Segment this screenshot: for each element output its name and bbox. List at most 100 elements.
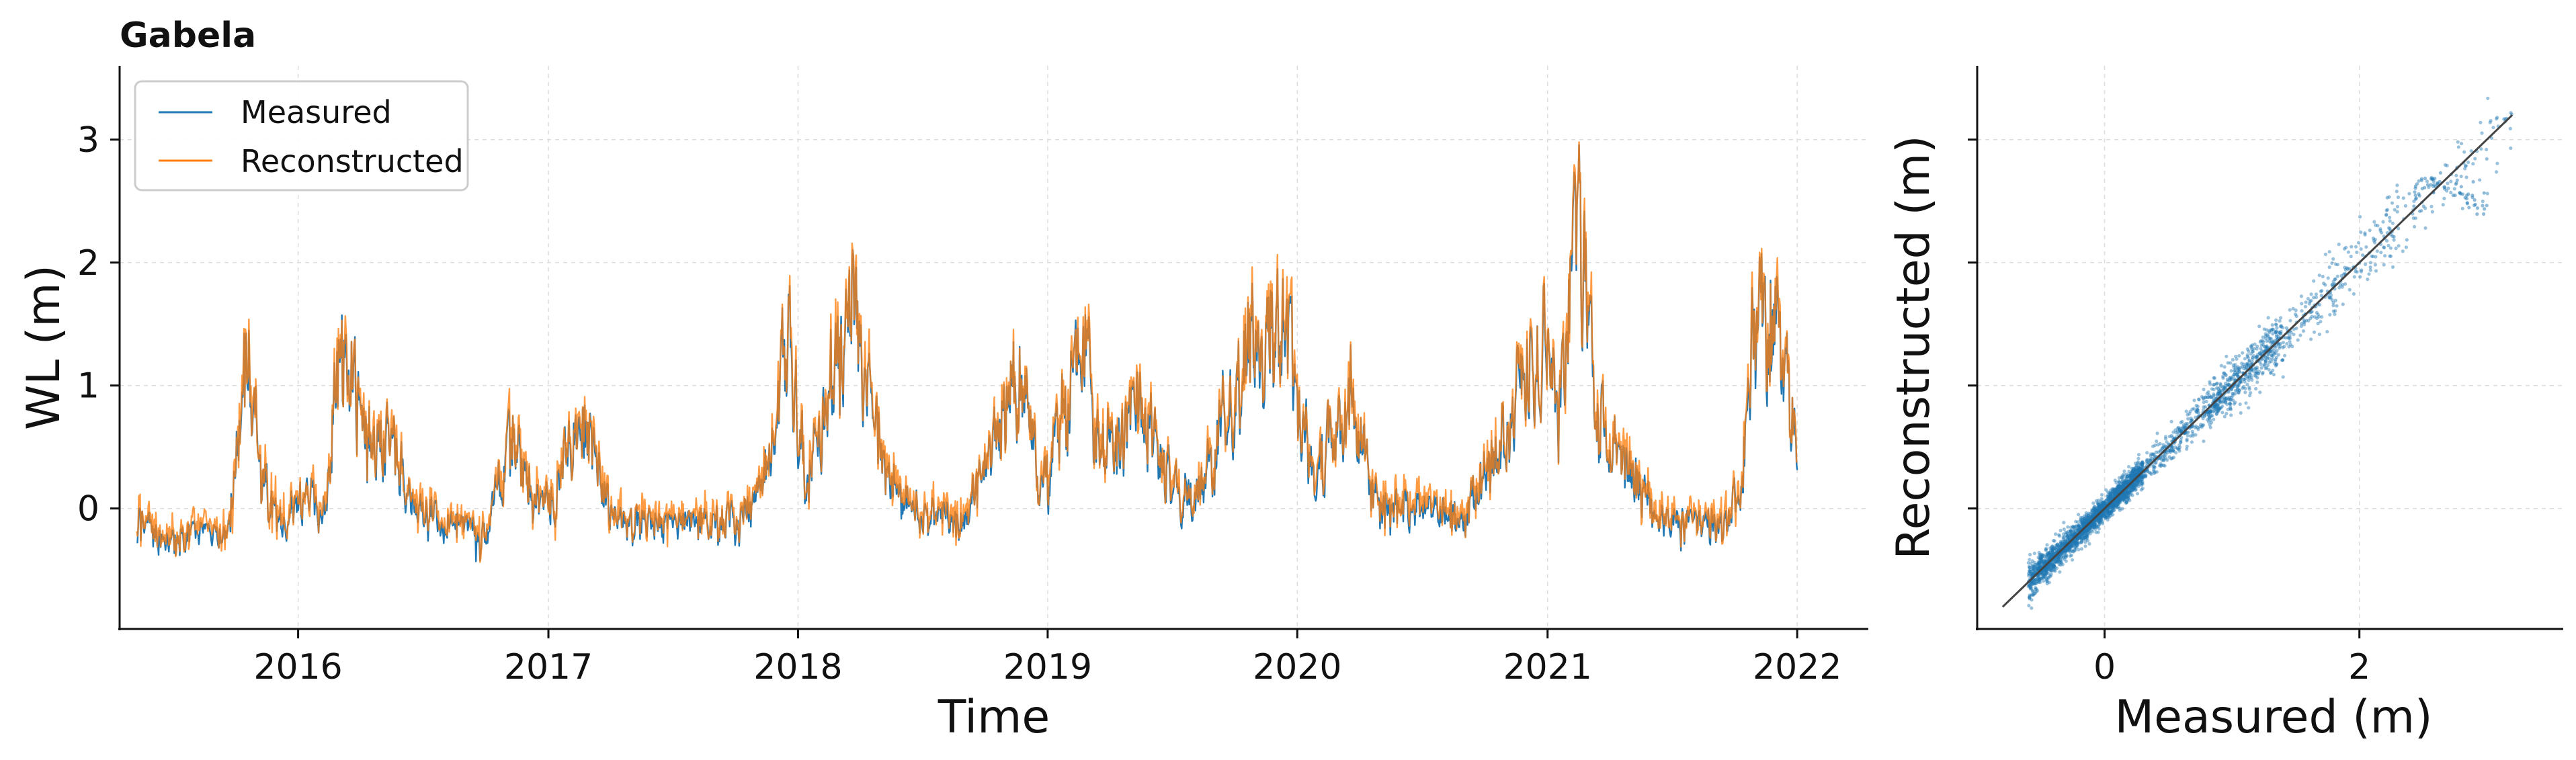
- scatter-point: [2109, 491, 2113, 495]
- scatter-point: [2413, 216, 2418, 220]
- scatter-point: [2111, 491, 2115, 496]
- scatter-point: [2423, 185, 2427, 189]
- scatter-point: [2108, 492, 2112, 496]
- scatter-point: [2083, 516, 2087, 520]
- scatter-x-tick-label: 0: [2093, 647, 2116, 687]
- scatter-point: [2232, 402, 2236, 406]
- scatter-point: [2069, 533, 2073, 537]
- scatter-point: [2429, 183, 2433, 187]
- scatter-point: [2114, 480, 2118, 485]
- scatter-point: [2212, 376, 2216, 380]
- scatter-point: [2082, 517, 2086, 521]
- scatter-point: [2076, 541, 2080, 545]
- scatter-point: [2166, 448, 2170, 452]
- scatter-point: [2152, 467, 2156, 472]
- scatter-point: [2246, 355, 2250, 360]
- scatter-point: [2223, 400, 2227, 405]
- scatter-point: [2067, 548, 2071, 552]
- scatter-point: [2423, 226, 2427, 230]
- scatter-point: [2262, 364, 2266, 368]
- scatter-point: [2110, 487, 2114, 491]
- scatter-point: [2097, 519, 2101, 523]
- scatter-point: [2278, 331, 2282, 335]
- scatter-point: [2077, 548, 2081, 552]
- scatter-point: [2182, 424, 2186, 429]
- scatter-point: [2118, 495, 2122, 499]
- scatter-point: [2328, 312, 2332, 316]
- scatter-point: [2079, 533, 2083, 537]
- scatter-point: [2054, 559, 2058, 563]
- scatter-point: [2077, 525, 2081, 530]
- scatter-point: [2052, 565, 2056, 569]
- scatter-point: [2114, 490, 2118, 495]
- scatter-point: [2456, 145, 2460, 149]
- scatter-point: [2181, 426, 2185, 430]
- scatter-point: [2104, 510, 2108, 514]
- scatter-point: [2078, 535, 2082, 539]
- scatter-point: [2147, 461, 2151, 465]
- scatter-point: [2263, 357, 2267, 362]
- scatter-point: [2263, 361, 2268, 365]
- scatter-point: [2459, 142, 2464, 146]
- scatter-point: [2112, 490, 2116, 494]
- scatter-point: [2038, 572, 2042, 577]
- scatter-point: [2083, 522, 2087, 526]
- scatter-point: [2137, 478, 2141, 482]
- scatter-point: [2223, 396, 2227, 401]
- scatter-point: [2038, 552, 2043, 556]
- scatter-point: [2206, 396, 2210, 400]
- scatter-point: [2169, 433, 2173, 438]
- scatter-point: [2238, 380, 2243, 384]
- scatter-point: [2056, 542, 2060, 546]
- scatter-point: [2466, 160, 2470, 165]
- scatter-point: [2110, 493, 2114, 497]
- scatter-point: [2197, 397, 2201, 401]
- scatter-point: [2050, 566, 2054, 570]
- scatter-point: [2056, 544, 2060, 548]
- scatter-point: [2038, 577, 2042, 582]
- scatter-point: [2097, 508, 2101, 512]
- scatter-point: [2094, 509, 2098, 513]
- scatter-point: [2204, 395, 2208, 400]
- scatter-point: [2097, 507, 2102, 511]
- scatter-point: [2159, 464, 2163, 468]
- scatter-point: [2120, 495, 2124, 499]
- scatter-point: [2137, 480, 2141, 484]
- scatter-point: [2042, 575, 2046, 579]
- scatter-point: [2114, 488, 2118, 492]
- scatter-point: [2196, 426, 2200, 430]
- scatter-point: [2145, 451, 2149, 455]
- scatter-point: [2208, 423, 2212, 427]
- scatter-point: [2028, 597, 2032, 601]
- scatter-point: [2091, 511, 2095, 515]
- scatter-point: [2266, 346, 2270, 350]
- scatter-point: [2095, 505, 2100, 509]
- scatter-point: [2168, 449, 2172, 453]
- scatter-point: [2122, 496, 2126, 500]
- scatter-point: [2027, 569, 2032, 573]
- scatter-point: [2281, 326, 2285, 330]
- scatter-point: [2225, 378, 2229, 382]
- scatter-point: [2330, 298, 2334, 302]
- scatter-point: [2108, 497, 2112, 501]
- scatter-point: [2091, 525, 2095, 530]
- scatter-point: [2130, 476, 2134, 480]
- scatter-point: [2086, 513, 2090, 518]
- scatter-point: [2047, 552, 2051, 556]
- scatter-point: [2404, 245, 2408, 249]
- scatter-point: [2092, 523, 2097, 527]
- scatter-point: [2141, 482, 2145, 486]
- scatter-point: [2222, 371, 2226, 375]
- scatter-point: [2046, 564, 2051, 569]
- scatter-point: [2124, 493, 2128, 497]
- scatter-point: [2216, 387, 2220, 391]
- scatter-point: [2331, 280, 2335, 284]
- scatter-point: [2083, 536, 2087, 540]
- scatter-point: [2338, 283, 2342, 287]
- scatter-point: [2247, 376, 2252, 380]
- scatter-point: [2112, 491, 2116, 495]
- scatter-point: [2051, 547, 2055, 551]
- scatter-point: [2073, 540, 2077, 544]
- scatter-point: [2224, 382, 2228, 386]
- scatter-point: [2091, 522, 2095, 526]
